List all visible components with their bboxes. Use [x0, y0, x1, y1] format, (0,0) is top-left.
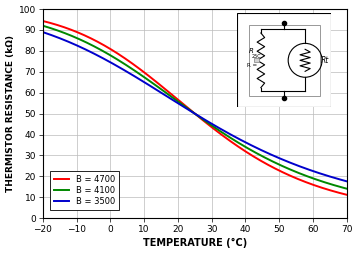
B = 3500 [205, 120, 209, 123]
Y-axis label: THERMISTOR RESISTANCE (kΩ): THERMISTOR RESISTANCE (kΩ) [6, 35, 15, 192]
B = 4700 [344, 193, 349, 196]
B = 4700 [290, 175, 294, 178]
B = 4700 [41, 20, 45, 23]
B = 4700 [205, 122, 209, 125]
B = 4700 [337, 191, 342, 194]
B = 3500 [222, 129, 226, 132]
B = 4700 [185, 106, 189, 109]
B = 3500 [290, 162, 294, 165]
B = 4100 [337, 185, 342, 188]
X-axis label: TEMPERATURE (°C): TEMPERATURE (°C) [143, 238, 247, 248]
B = 4700 [222, 135, 226, 138]
B = 3500 [187, 108, 191, 112]
B = 4100 [222, 132, 226, 135]
B = 4700 [187, 107, 191, 110]
B = 3500 [344, 180, 349, 183]
B = 3500 [337, 178, 342, 181]
B = 4100 [205, 121, 209, 124]
B = 4100 [290, 169, 294, 172]
Line: B = 4100: B = 4100 [43, 26, 347, 189]
Legend: B = 4700, B = 4100, B = 3500: B = 4700, B = 4100, B = 3500 [50, 171, 119, 210]
B = 4100 [344, 187, 349, 190]
B = 3500 [41, 31, 45, 34]
Line: B = 4700: B = 4700 [43, 21, 347, 195]
B = 4100 [185, 107, 189, 110]
B = 4100 [187, 108, 191, 111]
B = 4100 [41, 24, 45, 27]
Line: B = 3500: B = 3500 [43, 32, 347, 181]
B = 3500 [185, 107, 189, 110]
